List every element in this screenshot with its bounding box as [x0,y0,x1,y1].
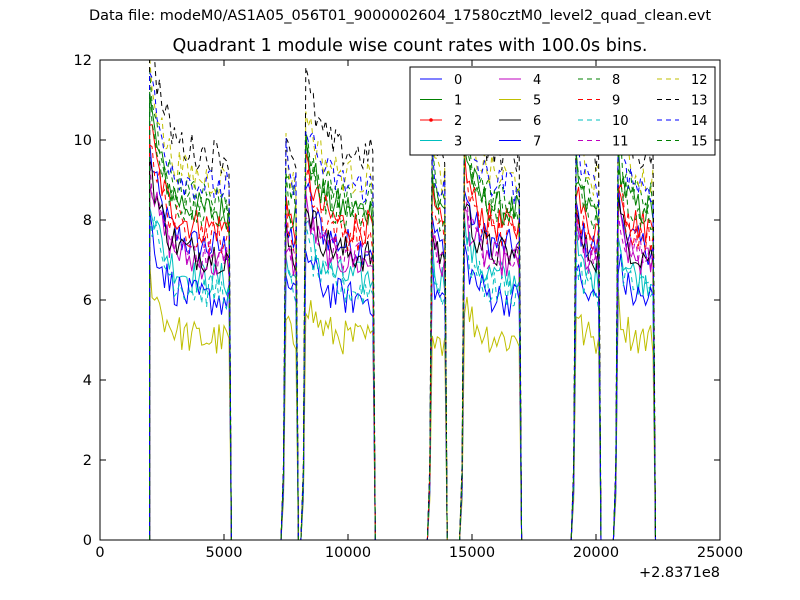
legend-label-9: 9 [612,94,620,109]
legend-label-4: 4 [533,73,541,88]
axes: 0 5000 10000 15000 20000 25000024681012+2.837… [74,53,744,581]
series-line-3 [149,206,656,540]
y-tick-label: 0 [83,533,92,549]
y-tick-label: 12 [74,53,92,69]
series-lines [149,60,656,540]
legend-label-15: 15 [691,135,708,150]
x-tick-label: 25000 [697,545,743,561]
legend-label-12: 12 [691,73,708,88]
legend-label-0: 0 [454,73,462,88]
legend-label-5: 5 [533,94,541,109]
series-line-14 [149,72,656,540]
legend-label-10: 10 [612,114,629,129]
legend-label-11: 11 [612,135,629,150]
series-line-7 [149,210,656,540]
legend-label-1: 1 [454,94,462,109]
series-line-6 [149,157,656,540]
y-tick-label: 6 [83,293,92,309]
legend-marker-2 [429,118,433,122]
x-tick-label: 0 [95,545,104,561]
legend-box [409,66,716,156]
x-tick-label: 20000 [573,545,619,561]
y-tick-label: 2 [83,453,92,469]
series-line-10 [149,216,656,540]
series-line-15 [149,94,656,540]
x-tick-label: 5000 [206,545,243,561]
legend-label-14: 14 [691,114,708,129]
legend-label-6: 6 [533,114,541,129]
x-tick-label: 10000 [325,545,371,561]
series-line-9 [149,143,656,540]
legend-label-13: 13 [691,94,708,109]
legend-label-2: 2 [454,114,462,129]
chart-title: Quadrant 1 module wise count rates with … [172,36,648,56]
y-tick-label: 10 [74,133,92,149]
series-line-11 [149,154,656,540]
series-line-5 [149,260,656,540]
x-offset-label: +2.8371e8 [639,565,720,581]
legend-label-7: 7 [533,135,541,150]
legend-label-8: 8 [612,73,620,88]
series-line-8 [149,70,656,540]
series-line-2 [149,123,656,540]
y-tick-label: 4 [83,373,92,389]
legend-label-3: 3 [454,135,462,150]
y-tick-label: 8 [83,213,92,229]
figure-suptitle: Data file: modeM0/AS1A05_056T01_90000026… [88,8,712,24]
series-line-12 [149,60,656,540]
x-tick-label: 15000 [449,545,495,561]
